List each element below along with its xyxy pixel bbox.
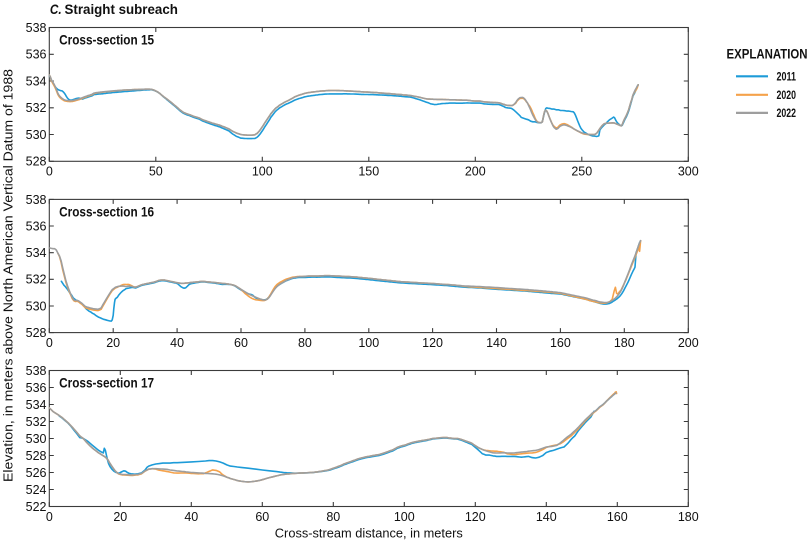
- svg-text:EXPLANATION: EXPLANATION: [727, 46, 808, 61]
- svg-text:534: 534: [26, 398, 47, 412]
- svg-text:532: 532: [26, 101, 47, 115]
- svg-text:528: 528: [26, 449, 47, 463]
- svg-text:200: 200: [465, 165, 486, 179]
- svg-text:532: 532: [26, 415, 47, 429]
- svg-text:536: 536: [26, 381, 47, 395]
- svg-text:20: 20: [113, 510, 127, 524]
- svg-text:2022: 2022: [777, 108, 797, 120]
- svg-text:180: 180: [614, 336, 635, 350]
- svg-text:250: 250: [571, 165, 592, 179]
- svg-text:140: 140: [486, 336, 507, 350]
- svg-text:160: 160: [607, 510, 628, 524]
- svg-text:40: 40: [184, 510, 198, 524]
- svg-text:Cross-stream distance, in mete: Cross-stream distance, in meters: [275, 526, 463, 540]
- svg-text:0: 0: [46, 336, 53, 350]
- svg-text:300: 300: [678, 165, 699, 179]
- svg-text:140: 140: [536, 510, 557, 524]
- svg-text:80: 80: [326, 510, 340, 524]
- svg-text:532: 532: [26, 273, 47, 287]
- svg-text:20: 20: [106, 336, 120, 350]
- svg-text:60: 60: [255, 510, 269, 524]
- svg-text:Elevation, in meters above Nor: Elevation, in meters above North America…: [2, 69, 16, 482]
- svg-text:538: 538: [26, 364, 47, 378]
- svg-text:0: 0: [46, 510, 53, 524]
- svg-text:530: 530: [26, 432, 47, 446]
- svg-text:Cross-section 16: Cross-section 16: [59, 204, 154, 219]
- svg-text:180: 180: [678, 510, 699, 524]
- svg-text:C.: C.: [50, 1, 62, 17]
- svg-text:100: 100: [252, 165, 273, 179]
- svg-text:2011: 2011: [777, 71, 797, 83]
- svg-text:522: 522: [26, 500, 47, 514]
- svg-text:530: 530: [26, 128, 47, 142]
- svg-text:538: 538: [26, 21, 47, 35]
- svg-text:530: 530: [26, 299, 47, 313]
- svg-text:Straight subreach: Straight subreach: [65, 1, 178, 17]
- svg-text:60: 60: [234, 336, 248, 350]
- svg-text:50: 50: [149, 165, 163, 179]
- svg-text:536: 536: [26, 219, 47, 233]
- svg-text:0: 0: [46, 165, 53, 179]
- svg-text:120: 120: [422, 336, 443, 350]
- svg-text:528: 528: [26, 326, 47, 340]
- svg-text:534: 534: [26, 74, 47, 88]
- svg-text:80: 80: [298, 336, 312, 350]
- svg-text:524: 524: [26, 483, 47, 497]
- svg-text:538: 538: [26, 193, 47, 207]
- svg-text:528: 528: [26, 155, 47, 169]
- svg-text:200: 200: [678, 336, 699, 350]
- svg-text:40: 40: [170, 336, 184, 350]
- svg-text:150: 150: [358, 165, 379, 179]
- svg-text:536: 536: [26, 48, 47, 62]
- svg-text:120: 120: [465, 510, 486, 524]
- svg-text:2020: 2020: [777, 90, 797, 102]
- svg-text:160: 160: [550, 336, 571, 350]
- svg-text:Cross-section 15: Cross-section 15: [59, 32, 154, 47]
- svg-text:100: 100: [358, 336, 379, 350]
- svg-text:Cross-section 17: Cross-section 17: [59, 375, 154, 390]
- svg-text:534: 534: [26, 246, 47, 260]
- svg-text:526: 526: [26, 466, 47, 480]
- svg-text:100: 100: [394, 510, 415, 524]
